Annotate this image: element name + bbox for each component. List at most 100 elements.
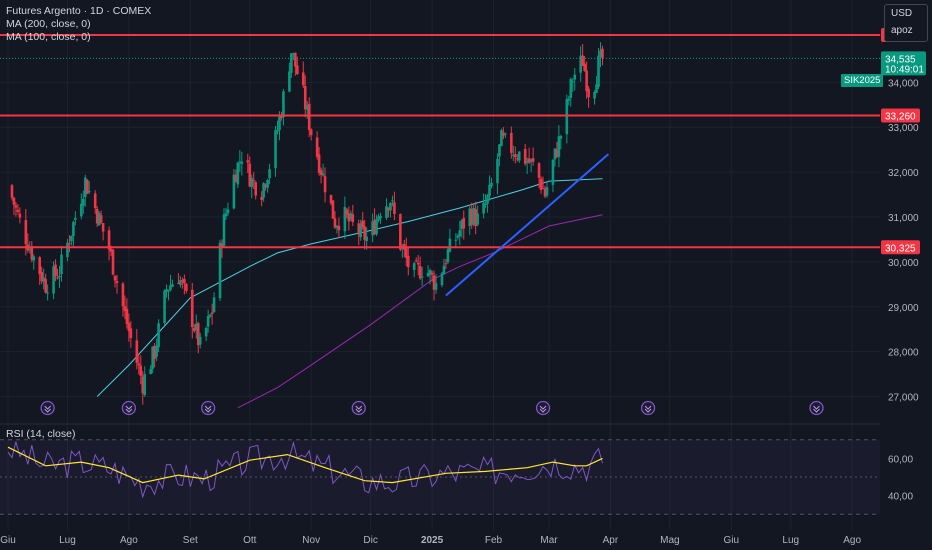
candle-body — [498, 144, 501, 157]
candle-body — [196, 323, 200, 346]
candle-body — [523, 148, 527, 164]
candle-body — [565, 99, 569, 135]
candle-body — [177, 282, 180, 284]
time-tick-label: Lug — [59, 535, 76, 546]
candle-body — [38, 257, 42, 275]
candle-body — [268, 169, 271, 179]
time-tick-label: Apr — [603, 535, 619, 546]
candle-body — [18, 213, 22, 218]
candle-body — [296, 65, 299, 75]
candle-body — [127, 322, 131, 332]
candle-body — [121, 283, 125, 307]
candle-body — [391, 200, 394, 202]
candle-body — [595, 84, 598, 93]
candle-body — [434, 283, 438, 290]
time-tick-label: 2025 — [421, 535, 444, 546]
candle-body — [571, 81, 575, 83]
candle-body — [212, 297, 216, 313]
candle-body — [163, 290, 166, 323]
candle-body — [553, 148, 557, 160]
candle-body — [234, 174, 238, 183]
event-marker-icon — [121, 400, 137, 416]
price-axis[interactable]: 27,000 28,000 29,000 30,000 31,000 32,000 33,0… — [888, 78, 919, 502]
candle-body — [218, 242, 222, 299]
candle-body — [420, 276, 424, 278]
price-tick-label: 30,000 — [888, 258, 919, 269]
time-axis[interactable]: Giu Lug Ago Set Ott Nov Dic 2025 Feb Mar Apr Mag Giu… — [0, 535, 861, 546]
candle-body — [192, 327, 196, 332]
candle-body — [292, 53, 295, 55]
candle-body — [462, 217, 466, 229]
ma200-path — [237, 214, 603, 409]
event-marker-icon — [40, 400, 55, 416]
candle-body — [406, 255, 410, 268]
candle-body — [226, 209, 230, 214]
candle-body — [351, 214, 355, 223]
indicator-ma200[interactable]: MA (200, close, 0) — [6, 18, 91, 30]
candle-body — [125, 308, 129, 324]
candle-body — [74, 217, 77, 220]
event-markers[interactable] — [40, 400, 824, 416]
candle-body — [157, 323, 160, 348]
candle-body — [597, 55, 600, 87]
candle-body — [349, 213, 353, 220]
candle-body — [331, 200, 335, 219]
candle-body — [585, 70, 588, 92]
candle-body — [581, 55, 584, 66]
chart-title[interactable]: Futures Argento · 1D · COMEX — [6, 5, 152, 17]
candle-body — [72, 221, 75, 237]
candle-body — [412, 263, 416, 270]
rsi-title[interactable]: RSI (14, close) — [6, 428, 76, 440]
ma100-path — [96, 178, 603, 397]
candle-body — [468, 208, 472, 226]
price-tick-label: 31,000 — [888, 213, 919, 224]
candle-body — [385, 206, 388, 219]
candle-body — [486, 195, 489, 204]
candle-body — [496, 158, 499, 184]
candle-body — [28, 248, 32, 251]
currency-unit-selector[interactable]: USD apoz — [884, 4, 928, 42]
price-tick-label: 27,000 — [888, 393, 919, 404]
candle-body — [414, 260, 418, 262]
candle-body — [405, 248, 408, 258]
candle-body — [531, 158, 535, 162]
candle-body — [52, 266, 55, 294]
currency-label[interactable]: USD — [891, 8, 913, 19]
candle-body — [315, 137, 319, 157]
candle-body — [345, 209, 349, 215]
candle-body — [393, 202, 396, 215]
candle-body — [68, 243, 71, 245]
candle-body — [254, 182, 258, 196]
candle-body — [264, 185, 267, 187]
unit-label[interactable]: apoz — [891, 25, 913, 36]
candle-body — [569, 79, 573, 98]
event-marker-glyph — [644, 405, 652, 413]
candle-body — [44, 279, 47, 293]
candle-body — [246, 160, 250, 163]
candle-body — [525, 160, 529, 163]
candle-body — [513, 154, 517, 157]
rsi-tick-label: 40,00 — [888, 492, 913, 503]
candle-body — [115, 281, 119, 284]
candle-body — [139, 365, 143, 376]
indicator-ma100[interactable]: MA (100, close, 0) — [6, 31, 91, 43]
candle-body — [432, 275, 436, 290]
candle-body — [448, 238, 452, 252]
time-tick-label: Mar — [540, 535, 558, 546]
candle-body — [500, 130, 503, 147]
ma100-line — [96, 178, 603, 397]
grid-lines — [0, 0, 880, 530]
candle-body — [206, 315, 210, 327]
candle-body — [333, 218, 337, 228]
candle-body — [365, 236, 368, 242]
trendline[interactable] — [445, 153, 610, 297]
candle-body — [183, 278, 186, 284]
candle-body — [512, 154, 515, 156]
candle-body — [587, 88, 590, 98]
time-tick-label: Dic — [363, 535, 377, 546]
candle-body — [167, 290, 170, 292]
ma200-line — [237, 214, 603, 409]
candle-body — [444, 263, 448, 265]
